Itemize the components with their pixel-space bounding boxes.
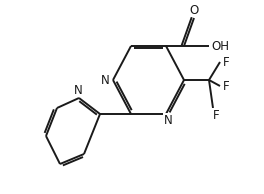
Text: O: O <box>189 3 199 16</box>
Text: N: N <box>101 74 110 87</box>
Text: OH: OH <box>211 40 229 53</box>
Text: F: F <box>223 55 229 68</box>
Text: N: N <box>164 113 172 126</box>
Text: F: F <box>223 80 229 93</box>
Text: N: N <box>74 83 82 96</box>
Text: F: F <box>213 108 219 121</box>
